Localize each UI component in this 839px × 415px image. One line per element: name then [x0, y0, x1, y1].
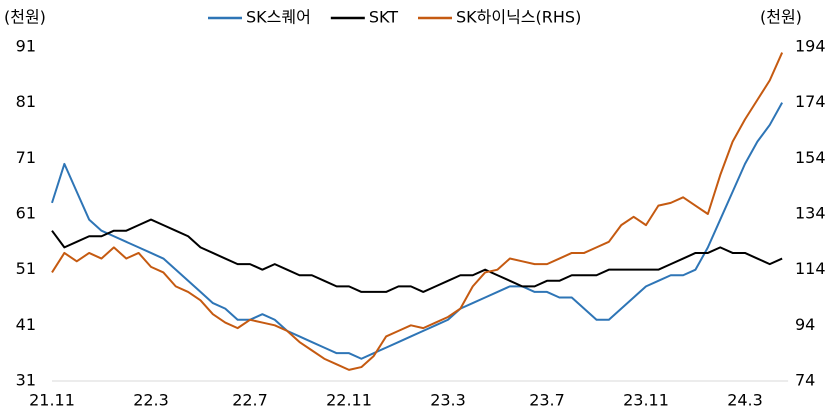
y-tick-label: 41 — [16, 315, 36, 334]
series-line — [51, 102, 784, 360]
x-tick-label: 23.11 — [623, 391, 669, 410]
y2-tick-label: 94 — [795, 315, 815, 334]
legend-label: SK스퀘어 — [246, 8, 311, 27]
y-tick-label: 61 — [16, 204, 36, 223]
x-tick-label: 22.3 — [133, 391, 169, 410]
y2-tick-label: 134 — [795, 204, 826, 223]
y-tick-label: 81 — [16, 92, 36, 111]
x-tick-label: 22.11 — [326, 391, 372, 410]
y-tick-label: 91 — [16, 37, 36, 56]
y2-tick-label: 154 — [795, 148, 826, 167]
y-tick-label: 51 — [16, 259, 36, 278]
y-tick-label: 31 — [16, 371, 36, 390]
x-tick-label: 24.3 — [727, 391, 763, 410]
x-tick-label: 23.7 — [529, 391, 565, 410]
legend-label: SK하이닉스(RHS) — [456, 8, 581, 27]
y2-unit: (천원) — [760, 8, 802, 27]
y2-tick-label: 174 — [795, 92, 826, 111]
y-unit: (천원) — [4, 8, 46, 27]
x-tick-label: 23.3 — [430, 391, 466, 410]
x-tick-label: 22.7 — [232, 391, 268, 410]
series-line — [51, 218, 783, 293]
x-tick-label: 21.11 — [29, 391, 75, 410]
y2-tick-label: 194 — [795, 37, 826, 56]
series-line — [51, 52, 784, 371]
legend-label: SKT — [369, 8, 398, 27]
y-tick-label: 71 — [16, 148, 36, 167]
y2-tick-label: 114 — [795, 259, 826, 278]
y2-tick-label: 74 — [795, 371, 815, 390]
